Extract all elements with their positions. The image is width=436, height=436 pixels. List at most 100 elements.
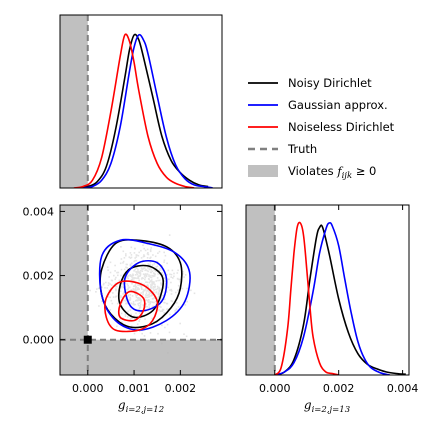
sample-point <box>136 323 139 325</box>
sample-point <box>143 247 145 250</box>
violation-region <box>60 15 88 188</box>
sample-point <box>130 275 132 277</box>
sample-point <box>157 252 159 254</box>
sample-point <box>141 277 143 279</box>
sample-point <box>108 289 111 291</box>
sample-point <box>143 254 145 256</box>
sample-point <box>126 276 129 278</box>
sample-point <box>150 271 152 274</box>
sample-point <box>132 303 134 305</box>
sample-point <box>115 276 117 279</box>
sample-point <box>157 332 159 335</box>
sample-point <box>153 275 156 277</box>
sample-point <box>134 288 137 290</box>
sample-point <box>152 283 155 285</box>
sample-point <box>154 283 156 286</box>
sample-point <box>126 263 128 266</box>
sample-point <box>146 257 149 259</box>
sample-point <box>117 271 120 274</box>
legend-item-violates-f-ijk-0: Violates fijk ≥ 0 <box>248 164 376 181</box>
sample-point <box>151 301 154 303</box>
sample-point <box>146 290 148 292</box>
legend-label: Gaussian approx. <box>288 98 388 112</box>
sample-point <box>139 275 141 277</box>
sample-point <box>134 257 136 259</box>
sample-point <box>155 291 158 293</box>
sample-point <box>168 234 171 236</box>
panel-joint: 0.000 0.001 0.002 0.000 0.002 0.004 gi=2,j=12 <box>23 204 223 415</box>
truth-point <box>83 335 92 344</box>
sample-point <box>183 276 185 278</box>
sample-point <box>140 292 142 294</box>
sample-point <box>112 296 115 298</box>
sample-point <box>137 288 139 290</box>
sample-point <box>125 298 127 300</box>
sample-point <box>163 301 165 304</box>
sample-point <box>117 274 119 277</box>
sample-point <box>126 288 128 291</box>
sample-point <box>146 305 148 308</box>
sample-point <box>133 285 136 287</box>
sample-point <box>128 256 131 258</box>
sample-point <box>193 292 196 295</box>
sample-point <box>122 286 125 289</box>
sample-point <box>170 288 173 291</box>
sample-point <box>173 272 175 275</box>
sample-point <box>146 285 148 287</box>
sample-point <box>151 284 153 287</box>
sample-point <box>186 300 188 303</box>
sample-point <box>135 271 137 273</box>
sample-point <box>173 275 175 278</box>
sample-point <box>131 276 133 278</box>
contour-noiseless-dirichlet-inner <box>117 290 146 322</box>
sample-point <box>151 298 154 300</box>
sample-point <box>115 285 117 288</box>
sample-point <box>170 290 173 292</box>
sample-point <box>133 304 135 306</box>
sample-point <box>144 276 147 279</box>
sample-point <box>144 273 147 275</box>
sample-point <box>114 278 116 281</box>
sample-point <box>138 306 141 309</box>
sample-point <box>133 277 136 279</box>
y-tick-label: 0.000 <box>23 334 55 347</box>
sample-point <box>158 305 161 308</box>
sample-point <box>145 305 147 308</box>
sample-point <box>186 287 188 290</box>
sample-point <box>137 304 140 307</box>
sample-point <box>110 299 113 302</box>
sample-point <box>144 269 146 272</box>
sample-point <box>152 274 154 277</box>
sample-point <box>152 272 155 274</box>
x-tick-label: 0.001 <box>118 382 150 395</box>
sample-point <box>131 279 133 281</box>
sample-point <box>133 277 135 280</box>
sample-point <box>109 271 112 274</box>
sample-point <box>147 253 150 256</box>
sample-point <box>149 249 152 251</box>
sample-point <box>138 284 140 286</box>
sample-point <box>164 284 167 286</box>
sample-point <box>135 254 138 256</box>
sample-point <box>110 284 113 286</box>
sample-point <box>147 278 150 280</box>
sample-point <box>145 303 147 305</box>
sample-point <box>142 291 144 293</box>
sample-point <box>174 309 176 312</box>
sample-point <box>131 278 134 280</box>
sample-point <box>121 301 123 304</box>
sample-point <box>139 299 142 301</box>
sample-point <box>159 269 161 271</box>
sample-point <box>151 317 153 320</box>
sample-point <box>127 287 130 289</box>
sample-point <box>127 277 129 280</box>
sample-point <box>142 277 145 280</box>
sample-point <box>101 286 103 289</box>
sample-point <box>144 278 146 281</box>
sample-point <box>148 266 150 269</box>
sample-point <box>154 273 156 276</box>
sample-point <box>153 281 155 283</box>
sample-point <box>170 276 172 278</box>
sample-point <box>134 288 136 291</box>
sample-point <box>147 294 150 296</box>
